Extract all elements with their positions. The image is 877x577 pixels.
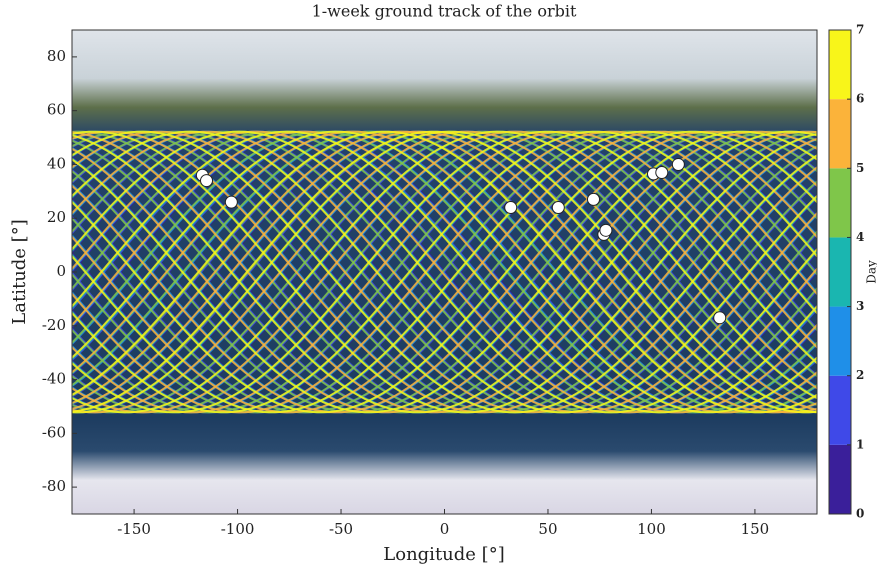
point — [588, 193, 600, 205]
colorbar-tick-label: 4 — [856, 230, 864, 244]
point — [201, 175, 213, 187]
x-tick-label: -50 — [329, 520, 353, 538]
x-tick-label: 0 — [440, 520, 450, 538]
colorbar-segment — [829, 445, 851, 514]
colorbar-tick-label: 1 — [856, 437, 864, 451]
chart-title: 1-week ground track of the orbit — [312, 2, 577, 21]
point — [672, 158, 684, 170]
colorbar-label: Day — [865, 260, 877, 284]
point — [714, 312, 726, 324]
y-tick-label: 0 — [56, 262, 66, 280]
x-tick-label: 50 — [538, 520, 557, 538]
colorbar-tick-label: 2 — [856, 368, 864, 382]
y-tick-label: 40 — [47, 154, 66, 172]
point — [225, 196, 237, 208]
x-tick-label: -150 — [117, 520, 151, 538]
colorbar-tick-label: 3 — [856, 299, 864, 313]
y-tick-label: -80 — [42, 477, 66, 495]
colorbar-segment — [829, 99, 851, 168]
point — [505, 201, 517, 213]
colorbar-segment — [829, 168, 851, 237]
colorbar-segment — [829, 30, 851, 99]
x-tick-label: 150 — [741, 520, 770, 538]
colorbar-segment — [829, 237, 851, 306]
y-tick-label: -60 — [42, 423, 66, 441]
y-tick-label: -40 — [42, 370, 66, 388]
y-axis-label: Latitude [°] — [9, 219, 30, 324]
x-tick-label: 100 — [637, 520, 666, 538]
colorbar-segment — [829, 376, 851, 445]
point — [600, 224, 612, 236]
colorbar-tick-label: 6 — [856, 92, 864, 106]
colorbar-segment — [829, 307, 851, 376]
y-tick-label: 20 — [47, 208, 66, 226]
point — [552, 201, 564, 213]
point — [656, 167, 668, 179]
colorbar-tick-label: 5 — [856, 161, 864, 175]
colorbar-tick-label: 7 — [856, 23, 864, 37]
y-tick-label: 80 — [47, 47, 66, 65]
y-tick-label: 60 — [47, 101, 66, 119]
y-tick-label: -20 — [42, 316, 66, 334]
x-tick-label: -100 — [221, 520, 255, 538]
x-axis-label: Longitude [°] — [383, 544, 504, 565]
colorbar-tick-label: 0 — [856, 507, 864, 521]
